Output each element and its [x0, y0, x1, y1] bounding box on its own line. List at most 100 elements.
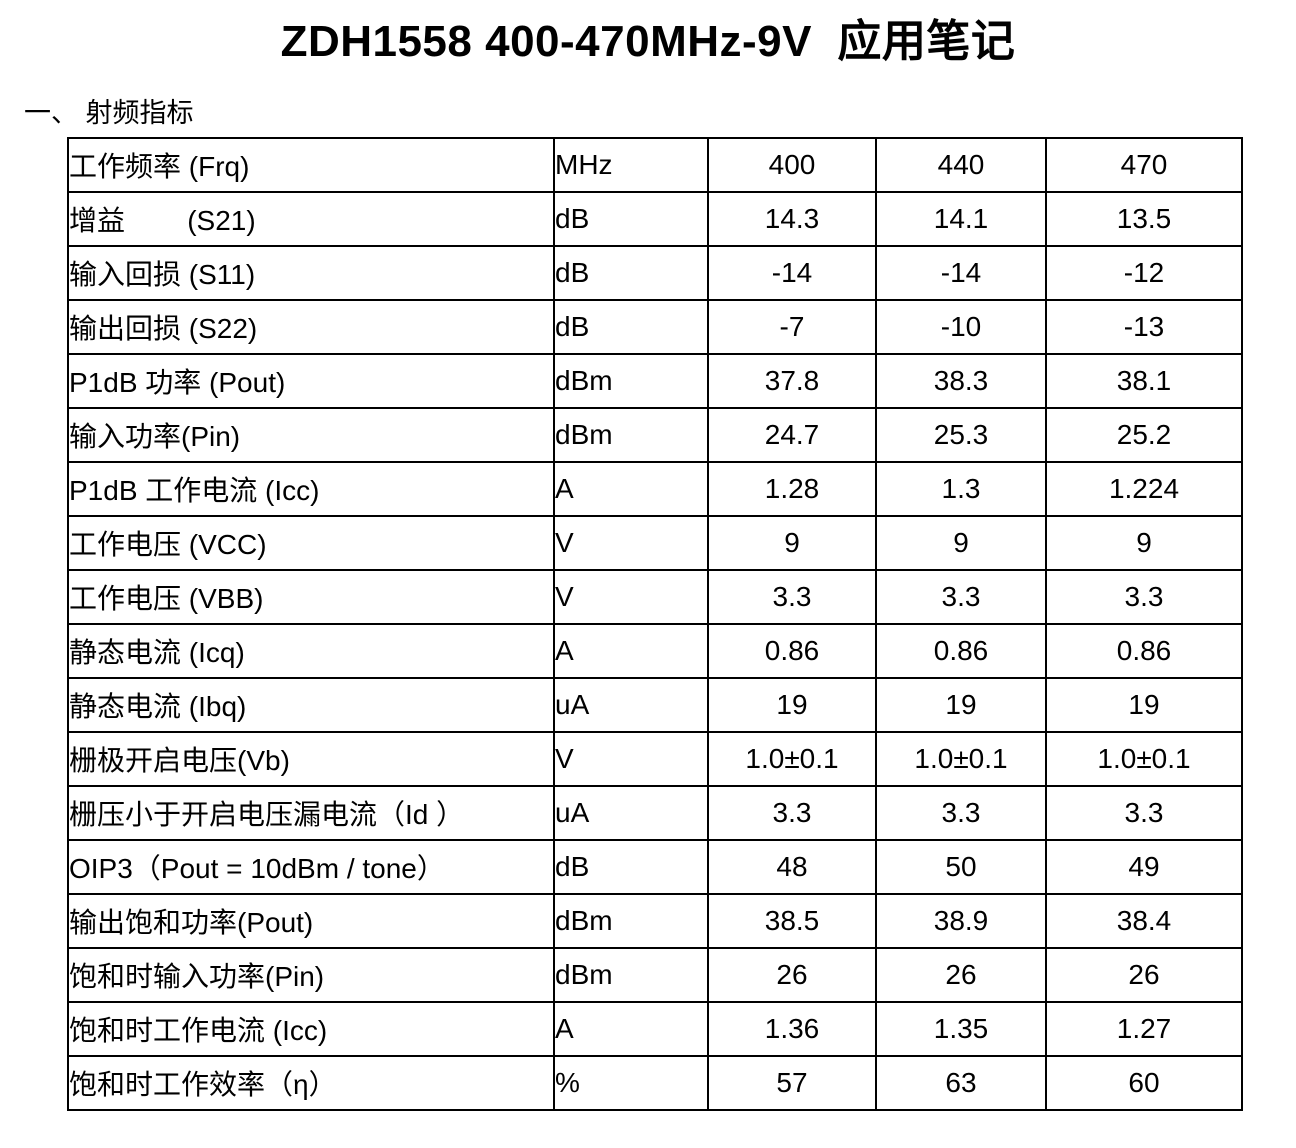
value-cell: -14	[875, 245, 1047, 302]
table-row: P1dB 工作电流 (Icc) A 1.28 1.3 1.224	[67, 461, 1243, 518]
value-cell: 9	[707, 515, 877, 572]
value-cell: 19	[875, 677, 1047, 734]
table-row: 输入功率(Pin) dBm 24.7 25.3 25.2	[67, 407, 1243, 464]
value-cell: 0.86	[707, 623, 877, 680]
value-cell: 50	[875, 839, 1047, 896]
row-label-cell: 静态电流 (Icq)	[67, 623, 555, 680]
unit-cell: dBm	[553, 893, 709, 950]
value-cell: 26	[875, 947, 1047, 1004]
unit-cell: V	[553, 731, 709, 788]
value-cell: 60	[1045, 1055, 1243, 1112]
row-label-cell: 工作电压 (VBB)	[67, 569, 555, 626]
value-cell: 38.1	[1045, 353, 1243, 410]
spec-table-body: 工作频率 (Frq) MHz 400 440 470 增益 (S21) dB 1…	[67, 137, 1243, 1112]
spec-table: 工作频率 (Frq) MHz 400 440 470 增益 (S21) dB 1…	[67, 137, 1243, 1112]
unit-cell: A	[553, 623, 709, 680]
row-label-cell: 输出饱和功率(Pout)	[67, 893, 555, 950]
unit-cell: dB	[553, 299, 709, 356]
value-cell: -12	[1045, 245, 1243, 302]
value-cell: 9	[1045, 515, 1243, 572]
value-cell: 26	[707, 947, 877, 1004]
table-row: 栅极开启电压(Vb) V 1.0±0.1 1.0±0.1 1.0±0.1	[67, 731, 1243, 788]
row-label-cell: 输入功率(Pin)	[67, 407, 555, 464]
value-cell: -14	[707, 245, 877, 302]
value-cell: 400	[707, 137, 877, 194]
value-cell: 1.35	[875, 1001, 1047, 1058]
table-row: 工作电压 (VCC) V 9 9 9	[67, 515, 1243, 572]
value-cell: 19	[707, 677, 877, 734]
value-cell: 1.36	[707, 1001, 877, 1058]
row-label-cell: P1dB 工作电流 (Icc)	[67, 461, 555, 518]
value-cell: 26	[1045, 947, 1243, 1004]
unit-cell: MHz	[553, 137, 709, 194]
unit-cell: uA	[553, 677, 709, 734]
table-row: P1dB 功率 (Pout) dBm 37.8 38.3 38.1	[67, 353, 1243, 410]
table-row: OIP3（Pout = 10dBm / tone） dB 48 50 49	[67, 839, 1243, 896]
value-cell: 25.2	[1045, 407, 1243, 464]
value-cell: 440	[875, 137, 1047, 194]
row-label-cell: 静态电流 (Ibq)	[67, 677, 555, 734]
value-cell: 3.3	[875, 785, 1047, 842]
page-title: ZDH1558 400-470MHz-9V 应用笔记	[280, 17, 1016, 66]
unit-cell: dBm	[553, 353, 709, 410]
row-label-cell: 工作电压 (VCC)	[67, 515, 555, 572]
table-row: 饱和时工作效率（η） % 57 63 60	[67, 1055, 1243, 1112]
value-cell: 57	[707, 1055, 877, 1112]
value-cell: 48	[707, 839, 877, 896]
table-row: 静态电流 (Ibq) uA 19 19 19	[67, 677, 1243, 734]
value-cell: 14.1	[875, 191, 1047, 248]
value-cell: 38.3	[875, 353, 1047, 410]
table-row: 输出回损 (S22) dB -7 -10 -13	[67, 299, 1243, 356]
value-cell: 1.0±0.1	[707, 731, 877, 788]
table-row: 饱和时工作电流 (Icc) A 1.36 1.35 1.27	[67, 1001, 1243, 1058]
value-cell: 1.27	[1045, 1001, 1243, 1058]
value-cell: 25.3	[875, 407, 1047, 464]
unit-cell: A	[553, 461, 709, 518]
row-label-cell: 输出回损 (S22)	[67, 299, 555, 356]
table-row: 输出饱和功率(Pout) dBm 38.5 38.9 38.4	[67, 893, 1243, 950]
unit-cell: V	[553, 515, 709, 572]
unit-cell: dB	[553, 191, 709, 248]
row-label-cell: 输入回损 (S11)	[67, 245, 555, 302]
table-row: 输入回损 (S11) dB -14 -14 -12	[67, 245, 1243, 302]
value-cell: 3.3	[875, 569, 1047, 626]
value-cell: 470	[1045, 137, 1243, 194]
value-cell: 37.8	[707, 353, 877, 410]
row-label-cell: 栅极开启电压(Vb)	[67, 731, 555, 788]
value-cell: 49	[1045, 839, 1243, 896]
section-heading: 一、 射频指标	[24, 97, 194, 128]
table-row: 静态电流 (Icq) A 0.86 0.86 0.86	[67, 623, 1243, 680]
row-label-cell: 饱和时工作效率（η）	[67, 1055, 555, 1112]
value-cell: -10	[875, 299, 1047, 356]
value-cell: 14.3	[707, 191, 877, 248]
unit-cell: uA	[553, 785, 709, 842]
row-label-cell: P1dB 功率 (Pout)	[67, 353, 555, 410]
row-label-cell: 工作频率 (Frq)	[67, 137, 555, 194]
value-cell: 19	[1045, 677, 1243, 734]
row-label-cell: 栅压小于开启电压漏电流（Id ）	[67, 785, 555, 842]
row-label-cell: 饱和时工作电流 (Icc)	[67, 1001, 555, 1058]
row-label-cell: 饱和时输入功率(Pin)	[67, 947, 555, 1004]
value-cell: 3.3	[1045, 785, 1243, 842]
value-cell: 3.3	[707, 785, 877, 842]
value-cell: 24.7	[707, 407, 877, 464]
value-cell: 9	[875, 515, 1047, 572]
table-row: 工作频率 (Frq) MHz 400 440 470	[67, 137, 1243, 194]
value-cell: 38.5	[707, 893, 877, 950]
value-cell: 38.9	[875, 893, 1047, 950]
value-cell: 1.3	[875, 461, 1047, 518]
value-cell: 13.5	[1045, 191, 1243, 248]
unit-cell: V	[553, 569, 709, 626]
table-row: 饱和时输入功率(Pin) dBm 26 26 26	[67, 947, 1243, 1004]
table-row: 工作电压 (VBB) V 3.3 3.3 3.3	[67, 569, 1243, 626]
value-cell: 1.28	[707, 461, 877, 518]
unit-cell: dB	[553, 839, 709, 896]
value-cell: 3.3	[707, 569, 877, 626]
value-cell: 0.86	[875, 623, 1047, 680]
value-cell: 63	[875, 1055, 1047, 1112]
unit-cell: dBm	[553, 947, 709, 1004]
unit-cell: %	[553, 1055, 709, 1112]
value-cell: -13	[1045, 299, 1243, 356]
value-cell: 3.3	[1045, 569, 1243, 626]
unit-cell: A	[553, 1001, 709, 1058]
